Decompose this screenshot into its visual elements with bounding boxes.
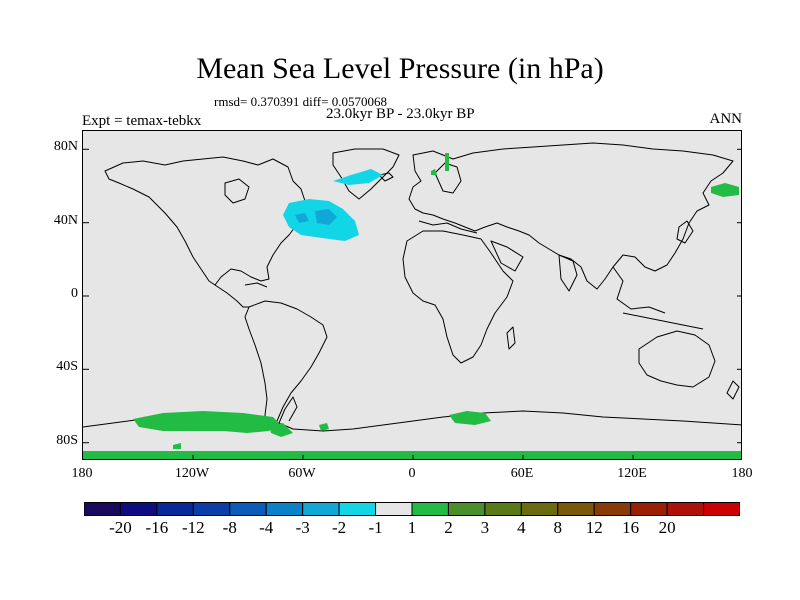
scandinavia-high-2 bbox=[431, 169, 437, 175]
colorbar-label-0: -20 bbox=[109, 518, 132, 537]
colorbar-swatches bbox=[84, 502, 740, 516]
colorbar-label-1: -16 bbox=[145, 518, 169, 537]
coast-madagascar bbox=[506, 326, 516, 350]
coast-iceland bbox=[378, 172, 394, 182]
map-panel bbox=[82, 130, 742, 460]
north-atlantic-core-2 bbox=[295, 213, 309, 223]
coast-new-zealand bbox=[726, 380, 740, 400]
coast-africa bbox=[402, 230, 514, 364]
lat-label-0: 0 bbox=[71, 286, 78, 301]
south-pole-band bbox=[83, 451, 741, 459]
lon-label-6: 180 bbox=[731, 466, 753, 481]
coast-antarctic-peninsula bbox=[278, 396, 298, 424]
coast-eurasia bbox=[408, 142, 734, 290]
colorbar-swatch-12 bbox=[520, 502, 559, 516]
colorbar-swatch-16 bbox=[666, 502, 705, 516]
lat-label-40n: 40N bbox=[53, 212, 78, 228]
coast-southeast-asia bbox=[612, 266, 666, 314]
colorbar-swatch-0 bbox=[84, 502, 121, 516]
lon-label-5: 120E bbox=[617, 466, 647, 481]
coast-australia bbox=[638, 330, 716, 388]
colorbar-label-2: -12 bbox=[181, 518, 205, 537]
lon-label-2: 60W bbox=[288, 466, 316, 481]
small-high-2 bbox=[173, 443, 181, 449]
colorbar-swatch-6 bbox=[302, 502, 340, 516]
coast-greenland bbox=[332, 148, 400, 200]
colorbar bbox=[84, 502, 740, 516]
experiment-label: Expt = temax-tebkx bbox=[82, 113, 202, 129]
colorbar-swatch-17 bbox=[703, 502, 740, 516]
colorbar-swatch-1 bbox=[119, 502, 158, 516]
scandinavia-high bbox=[445, 153, 449, 171]
colorbar-label-6: -2 bbox=[332, 518, 347, 537]
colorbar-swatch-5 bbox=[265, 502, 304, 516]
colorbar-label-5: -3 bbox=[295, 518, 310, 537]
colorbar-swatch-4 bbox=[229, 502, 267, 516]
coast-japan bbox=[676, 220, 694, 244]
colorbar-label-3: -8 bbox=[222, 518, 237, 537]
east-antarctica-high bbox=[449, 411, 491, 425]
coast-central-america bbox=[214, 284, 249, 308]
colorbar-swatch-7 bbox=[338, 502, 377, 516]
lat-label-80n: 80N bbox=[53, 139, 78, 155]
kamchatka-high bbox=[711, 183, 739, 197]
colorbar-label-13: 12 bbox=[585, 518, 603, 537]
lat-label-80s: 80S bbox=[56, 432, 78, 448]
colorbar-swatch-9 bbox=[411, 502, 449, 516]
colorbar-label-15: 20 bbox=[658, 518, 676, 537]
colorbar-swatch-11 bbox=[484, 502, 522, 516]
lat-label-40s: 40S bbox=[56, 359, 78, 375]
coast-south-america bbox=[244, 300, 328, 430]
greenland-sea-low bbox=[333, 169, 383, 185]
colorbar-swatch-3 bbox=[192, 502, 231, 516]
coast-india bbox=[558, 254, 578, 292]
lon-label-3: 0 bbox=[408, 466, 416, 481]
small-high bbox=[319, 423, 329, 431]
colorbar-swatch-2 bbox=[156, 502, 194, 516]
anomaly-fills bbox=[83, 153, 741, 459]
colorbar-label-12: 8 bbox=[553, 518, 563, 537]
map-ticks bbox=[83, 148, 741, 459]
colorbar-label-9: 2 bbox=[444, 518, 453, 537]
ross-sea-high bbox=[269, 423, 293, 437]
north-atlantic-core bbox=[315, 209, 337, 225]
rmsd-diff-stats: rmsd= 0.370391 diff= 0.0570068 bbox=[214, 94, 387, 109]
colorbar-swatch-15 bbox=[630, 502, 668, 516]
coast-hudson-bay bbox=[224, 178, 250, 204]
lon-label-4: 60E bbox=[510, 466, 534, 481]
colorbar-swatch-10 bbox=[447, 502, 486, 516]
coastlines bbox=[83, 142, 741, 432]
west-antarctica-high bbox=[133, 411, 279, 433]
colorbar-swatch-8 bbox=[375, 502, 413, 516]
plot-title: Mean Sea Level Pressure (in hPa) bbox=[196, 52, 604, 85]
coast-arabia bbox=[490, 240, 524, 272]
colorbar-label-10: 3 bbox=[480, 518, 490, 537]
coast-caribbean bbox=[244, 282, 268, 288]
colorbar-label-11: 4 bbox=[517, 518, 526, 537]
coast-indonesia bbox=[622, 312, 704, 330]
time-period-label: 23.0kyr BP - 23.0kyr BP bbox=[326, 106, 475, 122]
colorbar-label-14: 16 bbox=[622, 518, 640, 537]
colorbar-swatch-14 bbox=[593, 502, 632, 516]
coast-north-america bbox=[104, 156, 306, 286]
world-map bbox=[83, 142, 741, 459]
colorbar-swatch-13 bbox=[557, 502, 595, 516]
lon-label-0: 180 bbox=[71, 466, 93, 481]
coast-mediterranean bbox=[418, 220, 478, 234]
colorbar-label-8: 1 bbox=[407, 518, 417, 537]
colorbar-label-7: -1 bbox=[368, 518, 383, 537]
season-label: ANN bbox=[709, 111, 743, 127]
colorbar-label-4: -4 bbox=[259, 518, 274, 537]
lon-label-1: 120W bbox=[174, 466, 210, 481]
